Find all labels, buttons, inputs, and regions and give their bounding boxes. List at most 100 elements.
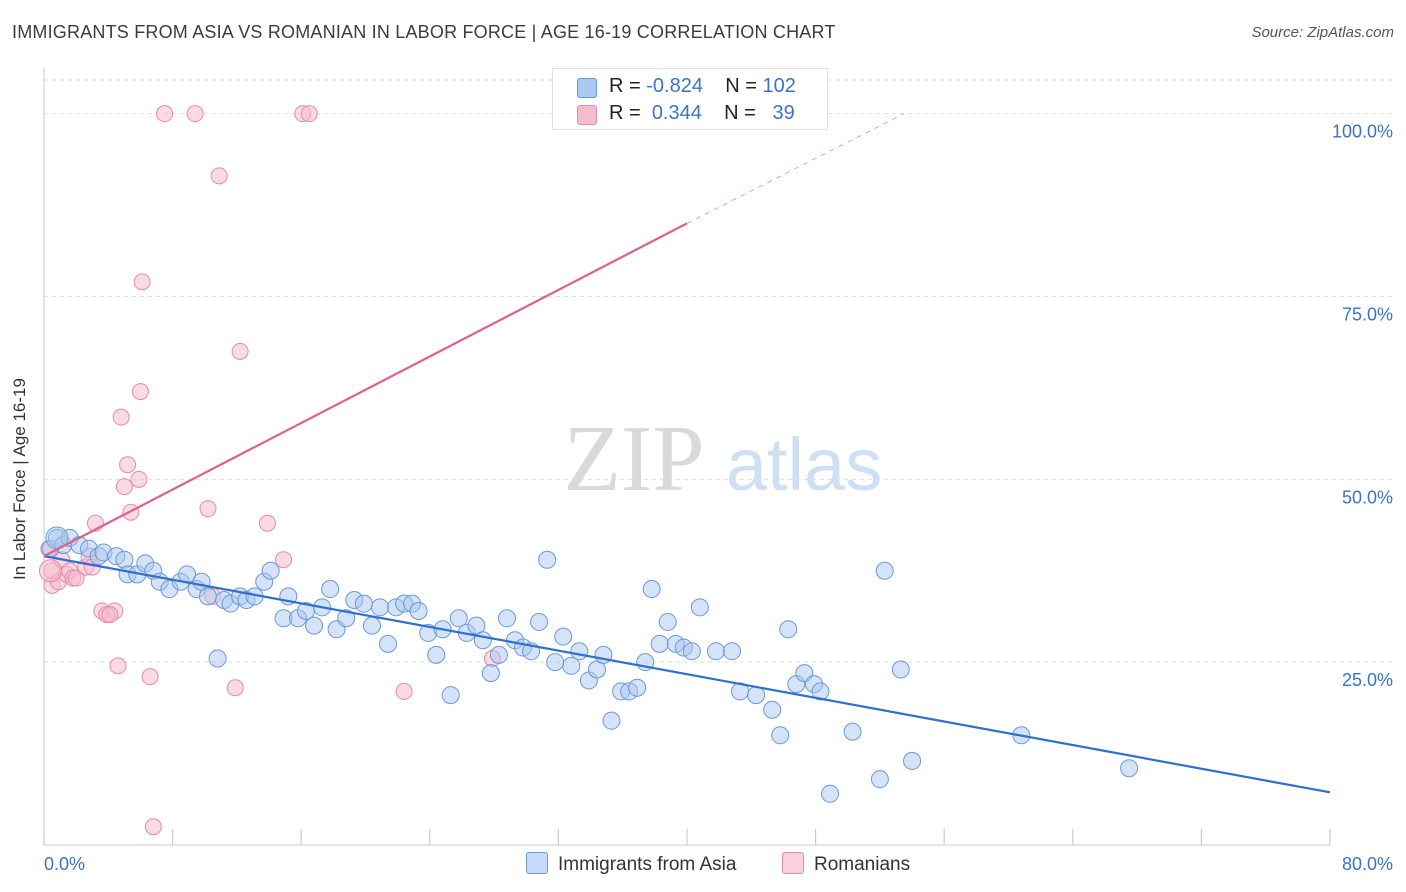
asia-point — [706, 642, 725, 661]
romanians-point — [141, 668, 159, 686]
correlation-legend: R = -0.824 N = 102 R = 0.344 N = 39 — [552, 68, 828, 130]
bottom-legend-asia: Immigrants from Asia — [526, 852, 736, 876]
legend-n-value-asia: 102 — [762, 75, 796, 97]
bottom-legend-romanians: Romanians — [782, 852, 910, 876]
legend-n-label: N = — [724, 102, 756, 124]
asia-point — [379, 634, 398, 653]
gridlines — [44, 79, 1392, 663]
romanians-points — [38, 105, 501, 836]
romanians-point — [199, 500, 217, 518]
legend-r-value-asia: -0.824 — [646, 75, 703, 97]
asia-point — [650, 634, 669, 653]
asia-point — [1120, 759, 1139, 778]
asia-point — [198, 587, 217, 606]
asia-point — [870, 770, 889, 789]
legend-r-label: R = — [609, 102, 641, 124]
asia-point — [811, 682, 830, 701]
asia-point — [723, 642, 742, 661]
romanians-point — [67, 569, 85, 587]
romanians-point — [131, 383, 149, 401]
asia-point — [570, 642, 589, 661]
asia-point — [903, 751, 922, 770]
chart-title: IMMIGRANTS FROM ASIA VS ROMANIAN IN LABO… — [12, 22, 836, 42]
asia-point — [208, 649, 227, 668]
bottom-legend-swatch-asia — [526, 852, 548, 874]
asia-point — [554, 627, 573, 646]
bottom-legend-label-romanians: Romanians — [814, 854, 911, 875]
bottom-legend-swatch-romanians — [782, 852, 804, 874]
romanians-point — [119, 456, 137, 474]
romanians-trend-extension — [686, 113, 905, 224]
legend-n-value-romanians: 39 — [772, 102, 795, 124]
romanians-point — [109, 657, 127, 675]
asia-point — [427, 645, 446, 664]
romanians-point — [38, 559, 62, 583]
romanians-point — [112, 408, 130, 426]
watermark-zip: ZIP — [564, 407, 705, 511]
asia-point — [337, 609, 356, 628]
romanians-point — [300, 105, 318, 123]
watermark-atlas: atlas — [726, 423, 882, 506]
asia-point — [546, 653, 565, 672]
asia-point — [409, 601, 428, 620]
watermark: ZIP atlas — [564, 407, 883, 511]
asia-trend-line — [43, 555, 1331, 794]
asia-point — [441, 686, 460, 705]
asia-point — [497, 609, 516, 628]
romanians-point — [133, 273, 151, 291]
bottom-legend-label-asia: Immigrants from Asia — [558, 854, 737, 875]
asia-point — [530, 612, 549, 631]
asia-point — [602, 711, 621, 730]
asia-point — [370, 598, 389, 617]
asia-point — [690, 598, 709, 617]
legend-swatch-asia — [577, 78, 597, 98]
asia-point — [628, 678, 647, 697]
romanians-point — [231, 342, 249, 360]
asia-point — [354, 594, 373, 613]
asia-point — [473, 631, 492, 650]
romanians-point — [144, 818, 162, 836]
romanians-point — [101, 606, 119, 624]
romanians-point — [226, 679, 244, 697]
y-tick-label: 25.0% — [1342, 670, 1393, 690]
legend-r-value-romanians: 0.344 — [651, 102, 702, 124]
asia-point — [115, 550, 134, 569]
y-tick-label: 50.0% — [1342, 487, 1393, 507]
y-tick-label: 100.0% — [1332, 122, 1393, 142]
tick-labels: 25.0% 50.0% 75.0% 100.0% 0.0% 80.0% — [44, 122, 1393, 874]
asia-point — [305, 616, 324, 635]
x-tick-label-min: 0.0% — [44, 854, 85, 874]
asia-point — [489, 645, 508, 664]
asia-point — [658, 612, 677, 631]
asia-point — [481, 664, 500, 683]
asia-point — [875, 561, 894, 580]
asia-point — [449, 609, 468, 628]
romanians-point — [130, 470, 148, 488]
legend-r-label: R = — [609, 75, 641, 97]
x-tick-label-max: 80.0% — [1342, 854, 1393, 874]
asia-point — [562, 656, 581, 675]
romanians-point — [186, 105, 204, 123]
legend-n-label: N = — [725, 75, 757, 97]
y-tick-label: 75.0% — [1342, 304, 1393, 324]
asia-point — [779, 620, 798, 639]
source-label: Source: ZipAtlas.com — [1251, 24, 1394, 41]
asia-point — [843, 722, 862, 741]
asia-points — [41, 526, 1139, 803]
asia-point — [821, 784, 840, 803]
romanians-point — [210, 167, 228, 185]
asia-point — [642, 580, 661, 599]
asia-point — [261, 561, 280, 580]
legend-swatch-romanians — [577, 105, 597, 125]
asia-point — [891, 660, 910, 679]
asia-point — [682, 642, 701, 661]
romanians-point — [395, 682, 413, 700]
romanians-trend-line — [43, 222, 688, 558]
asia-point — [321, 580, 340, 599]
romanians-point — [275, 551, 293, 569]
romanians-point — [258, 514, 276, 532]
axes — [43, 68, 1331, 846]
trend-lines — [43, 113, 1331, 794]
asia-point — [763, 700, 782, 719]
